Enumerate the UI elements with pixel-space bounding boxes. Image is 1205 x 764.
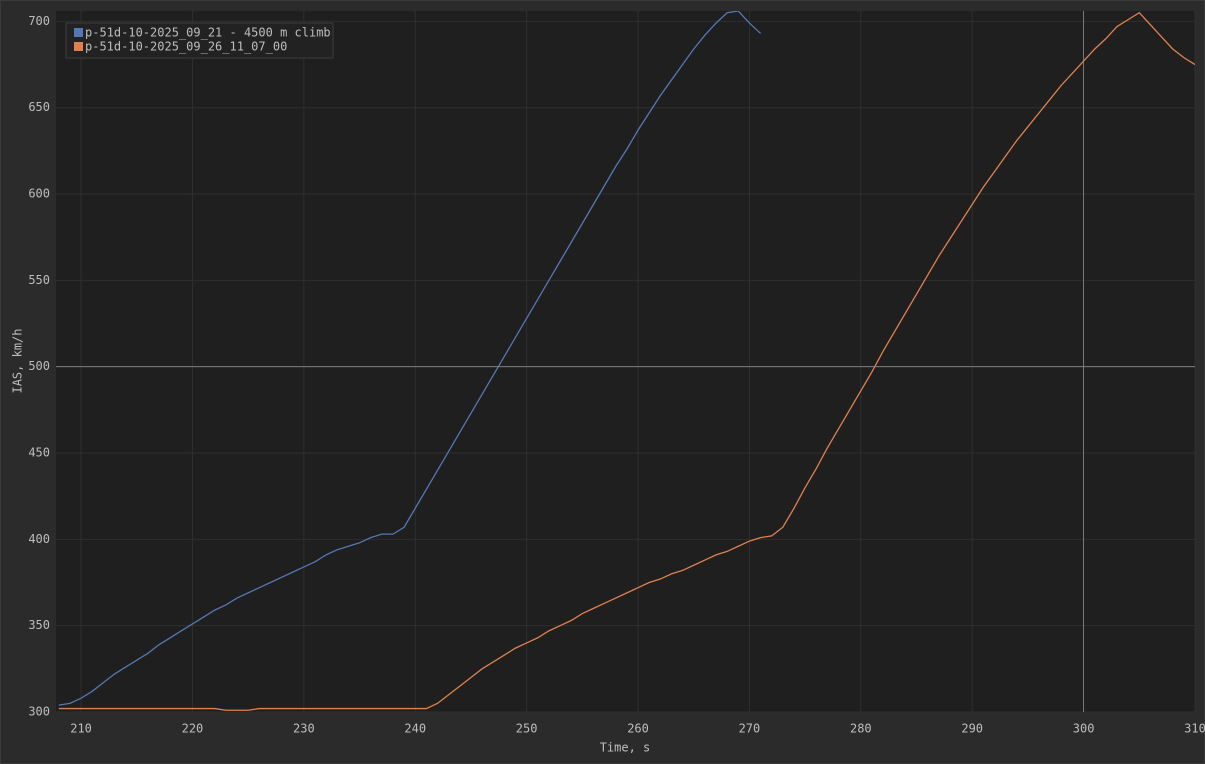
x-tick-label: 240 [404, 722, 426, 736]
x-tick-label: 260 [627, 722, 649, 736]
x-tick-label: 270 [739, 722, 761, 736]
x-tick-label: 250 [516, 722, 538, 736]
legend-label: p-51d-10-2025_09_21 - 4500 m climb [85, 26, 331, 40]
y-tick-label: 700 [28, 14, 50, 28]
plot-area [56, 11, 1195, 712]
legend-label: p-51d-10-2025_09_26_11_07_00 [85, 40, 287, 54]
y-tick-label: 650 [28, 100, 50, 114]
x-tick-label: 290 [961, 722, 983, 736]
x-tick-label: 220 [182, 722, 204, 736]
x-tick-label: 280 [850, 722, 872, 736]
y-tick-label: 300 [28, 705, 50, 719]
y-tick-label: 350 [28, 618, 50, 632]
y-tick-label: 450 [28, 446, 50, 460]
x-axis-label: Time, s [600, 741, 651, 755]
y-tick-label: 550 [28, 273, 50, 287]
x-tick-label: 210 [70, 722, 92, 736]
series-line [58, 11, 1195, 711]
x-tick-label: 230 [293, 722, 315, 736]
legend-swatch [74, 42, 83, 51]
x-tick-label: 310 [1184, 722, 1205, 736]
legend-swatch [74, 28, 83, 37]
y-tick-label: 600 [28, 187, 50, 201]
legend-box [65, 22, 334, 59]
series-line [58, 11, 762, 706]
y-axis-label: IAS, km/h [11, 328, 25, 393]
y-tick-label: 500 [28, 359, 50, 373]
x-tick-label: 300 [1073, 722, 1095, 736]
y-tick-label: 400 [28, 532, 50, 546]
